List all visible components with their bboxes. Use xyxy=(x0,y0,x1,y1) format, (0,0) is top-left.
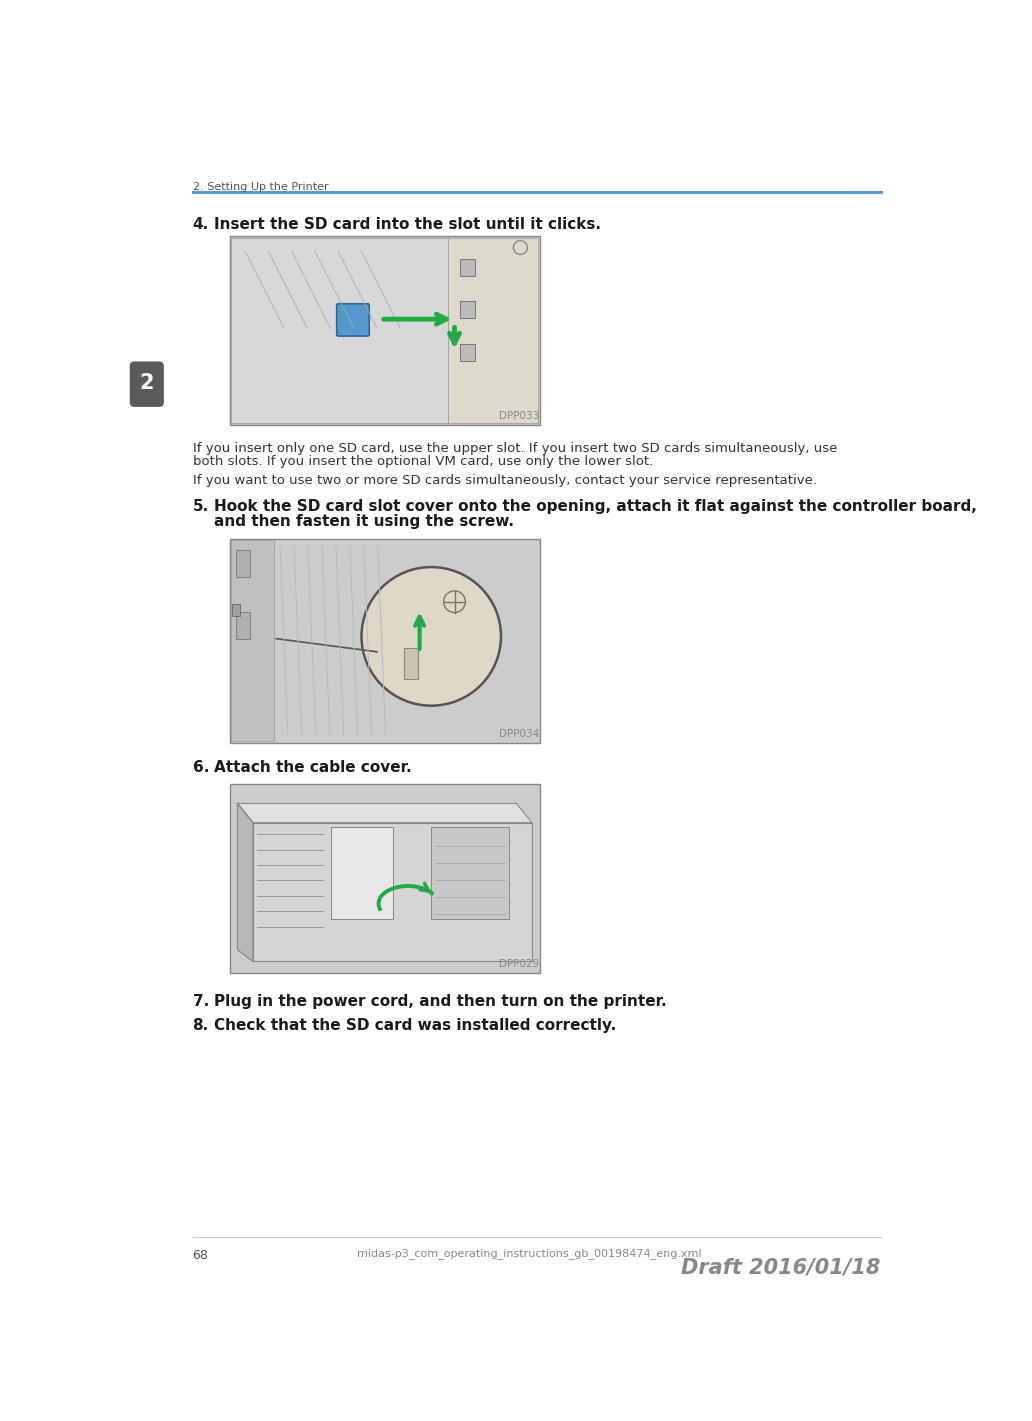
Polygon shape xyxy=(237,803,253,962)
Text: 6.: 6. xyxy=(193,760,208,774)
Bar xyxy=(230,539,540,743)
Text: If you insert only one SD card, use the upper slot. If you insert two SD cards s: If you insert only one SD card, use the … xyxy=(193,442,837,455)
Text: both slots. If you insert the optional VM card, use only the lower slot.: both slots. If you insert the optional V… xyxy=(193,455,653,469)
Bar xyxy=(236,550,250,577)
Bar xyxy=(230,784,540,973)
Bar xyxy=(330,827,392,919)
Bar xyxy=(236,611,250,638)
Text: Hook the SD card slot cover onto the opening, attach it flat against the control: Hook the SD card slot cover onto the ope… xyxy=(215,499,977,513)
Text: 7.: 7. xyxy=(193,995,208,1009)
Bar xyxy=(405,648,418,679)
Text: Attach the cable cover.: Attach the cable cover. xyxy=(215,760,412,774)
Bar xyxy=(460,344,476,361)
Text: 68: 68 xyxy=(193,1249,208,1262)
Polygon shape xyxy=(237,803,533,823)
Text: Draft 2016/01/18: Draft 2016/01/18 xyxy=(681,1258,880,1277)
Text: DPP033: DPP033 xyxy=(499,411,540,421)
Bar xyxy=(231,540,273,742)
Bar xyxy=(448,237,539,423)
Polygon shape xyxy=(253,823,533,962)
Text: 2: 2 xyxy=(139,372,154,392)
Text: Insert the SD card into the slot until it clicks.: Insert the SD card into the slot until i… xyxy=(215,217,602,232)
Text: 5.: 5. xyxy=(193,499,208,513)
FancyBboxPatch shape xyxy=(130,361,164,406)
Text: and then fasten it using the screw.: and then fasten it using the screw. xyxy=(215,514,514,529)
Bar xyxy=(460,259,476,276)
Text: 4.: 4. xyxy=(193,217,208,232)
Bar xyxy=(230,236,540,425)
Text: midas-p3_com_operating_instructions_gb_00198474_eng.xml: midas-p3_com_operating_instructions_gb_0… xyxy=(357,1249,701,1259)
Text: DPP034: DPP034 xyxy=(499,729,540,739)
Bar xyxy=(232,604,239,615)
Text: 8.: 8. xyxy=(193,1017,208,1033)
Bar xyxy=(460,301,476,318)
Text: If you want to use two or more SD cards simultaneously, contact your service rep: If you want to use two or more SD cards … xyxy=(193,473,816,487)
Circle shape xyxy=(361,567,501,706)
Text: DPP029: DPP029 xyxy=(499,959,540,969)
Text: Plug in the power cord, and then turn on the printer.: Plug in the power cord, and then turn on… xyxy=(215,995,667,1009)
Text: 2. Setting Up the Printer: 2. Setting Up the Printer xyxy=(193,182,328,192)
Bar xyxy=(431,827,509,919)
Text: Check that the SD card was installed correctly.: Check that the SD card was installed cor… xyxy=(215,1017,616,1033)
Bar xyxy=(231,237,448,423)
FancyBboxPatch shape xyxy=(336,304,369,337)
